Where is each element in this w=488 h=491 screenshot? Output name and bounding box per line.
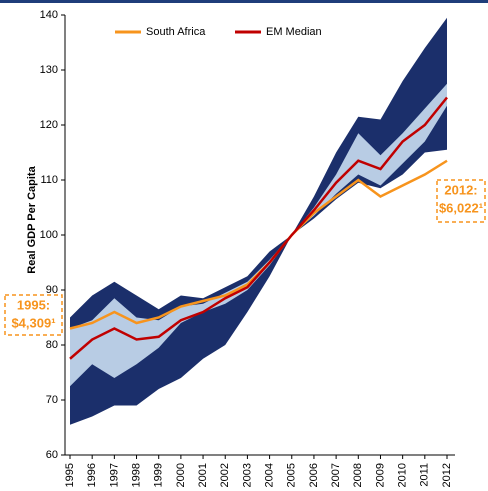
x-tick-label: 2011 bbox=[419, 463, 431, 487]
x-tick-label: 2003 bbox=[241, 463, 253, 487]
x-tick-label: 2012 bbox=[441, 463, 453, 487]
range-band bbox=[70, 83, 447, 387]
x-tick-label: 1995 bbox=[64, 463, 76, 487]
x-tick-label: 2004 bbox=[263, 463, 275, 487]
top-rule bbox=[0, 0, 488, 3]
y-tick-label: 100 bbox=[40, 229, 58, 241]
series-line bbox=[69, 96, 448, 360]
annotation-box bbox=[4, 294, 63, 336]
annotation-text: 2012: bbox=[444, 182, 477, 197]
legend-label: South Africa bbox=[146, 26, 206, 38]
x-tick-label: 1997 bbox=[108, 463, 120, 487]
x-tick-label: 2006 bbox=[308, 463, 320, 487]
x-tick-label: 1998 bbox=[130, 463, 142, 487]
x-tick-label: 1999 bbox=[153, 463, 165, 487]
x-tick-label: 2005 bbox=[286, 463, 298, 487]
y-tick-label: 70 bbox=[46, 394, 58, 406]
x-tick-label: 2009 bbox=[374, 463, 386, 487]
annotation-text: $6,022¹ bbox=[439, 200, 483, 215]
y-tick-label: 140 bbox=[40, 9, 58, 21]
y-tick-label: 90 bbox=[46, 284, 58, 296]
x-tick-label: 1996 bbox=[86, 463, 98, 487]
x-tick-label: 2001 bbox=[197, 463, 209, 487]
x-tick-label: 2008 bbox=[352, 463, 364, 487]
y-tick-label: 130 bbox=[40, 64, 58, 76]
y-tick-label: 80 bbox=[46, 339, 58, 351]
y-tick-label: 60 bbox=[46, 449, 58, 461]
y-tick-label: 110 bbox=[40, 174, 58, 186]
annotation-text: $4,309¹ bbox=[11, 315, 55, 330]
y-tick-label: 120 bbox=[40, 119, 58, 131]
annotation-box bbox=[436, 179, 486, 223]
legend-label: EM Median bbox=[266, 26, 322, 38]
x-tick-label: 2007 bbox=[330, 463, 342, 487]
x-tick-label: 2010 bbox=[397, 463, 409, 487]
x-tick-label: 2000 bbox=[175, 463, 187, 487]
y-axis-label: Real GDP Per Capita bbox=[26, 165, 38, 273]
x-tick-label: 2002 bbox=[219, 463, 231, 487]
annotation-text: 1995: bbox=[17, 297, 50, 312]
